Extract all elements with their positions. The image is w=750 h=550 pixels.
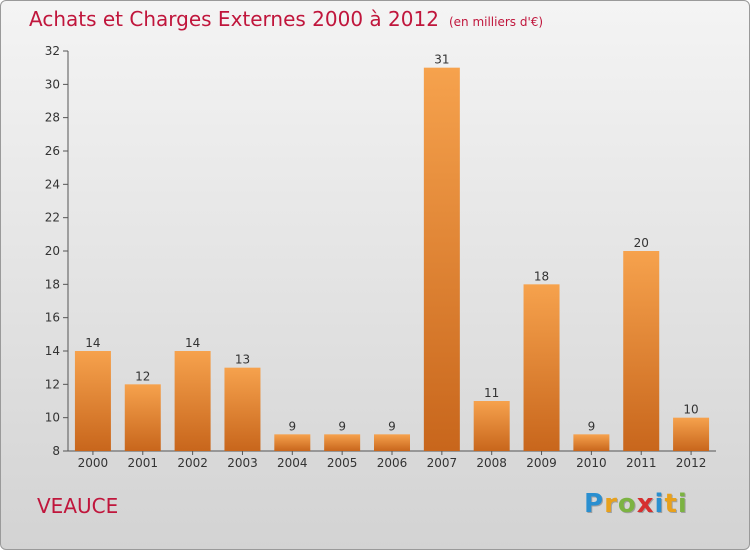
data-label-2005: 9 (338, 419, 346, 433)
x-tick-label-2005: 2005 (327, 456, 358, 470)
x-tick-label-2007: 2007 (427, 456, 458, 470)
data-label-2007: 31 (434, 53, 449, 67)
y-tick-label: 28 (45, 111, 60, 125)
x-tick-label-2001: 2001 (127, 456, 158, 470)
logo-letter-2: o (617, 489, 637, 519)
x-tick-label-2008: 2008 (476, 456, 507, 470)
x-tick-label-2010: 2010 (576, 456, 607, 470)
bar-2009 (523, 284, 560, 451)
bar-2006 (374, 434, 410, 451)
bar-2010 (573, 434, 610, 451)
y-tick-label: 8 (52, 444, 60, 458)
y-tick-label: 24 (45, 177, 60, 191)
bar-2002 (174, 351, 211, 451)
bar-2004 (274, 434, 311, 451)
chart-title: Achats et Charges Externes 2000 à 2012 (e… (29, 7, 543, 31)
data-label-2003: 13 (235, 353, 250, 367)
chart-subtitle: (en milliers d'€) (448, 15, 544, 29)
x-tick-label-2011: 2011 (626, 456, 657, 470)
x-tick-label-2000: 2000 (78, 456, 109, 470)
data-label-2010: 9 (588, 419, 596, 433)
logo-letter-3: x (636, 489, 655, 519)
bar-2008 (473, 401, 510, 451)
bar-2007 (423, 67, 460, 452)
y-tick-label: 10 (45, 411, 60, 425)
y-tick-label: 16 (45, 311, 60, 325)
chart-title-text: Achats et Charges Externes 2000 à 2012 (29, 7, 439, 31)
data-label-2009: 18 (534, 269, 549, 283)
bar-2001 (124, 384, 161, 451)
data-label-2011: 20 (634, 236, 649, 250)
x-tick-label-2009: 2009 (526, 456, 557, 470)
bar-2003 (224, 367, 261, 451)
y-tick-label: 18 (45, 277, 60, 291)
logo-letter-5: t (664, 489, 678, 519)
y-tick-label: 32 (45, 44, 60, 58)
logo-letter-0: P (584, 489, 605, 519)
data-label-2001: 12 (135, 369, 150, 383)
y-tick-label: 30 (45, 77, 60, 91)
town-name: VEAUCE (37, 494, 119, 518)
x-tick-label-2002: 2002 (177, 456, 208, 470)
y-tick-label: 20 (45, 244, 60, 258)
x-tick-label-2012: 2012 (676, 456, 707, 470)
proxiti-logo[interactable]: Proxiti (584, 489, 688, 519)
data-label-2006: 9 (388, 419, 396, 433)
logo-letter-1: r (604, 489, 618, 519)
logo-letter-4: i (654, 489, 665, 519)
data-label-2000: 14 (85, 336, 100, 350)
bar-2012 (673, 417, 710, 451)
y-tick-label: 26 (45, 144, 60, 158)
x-tick-label-2003: 2003 (227, 456, 258, 470)
y-tick-label: 12 (45, 377, 60, 391)
y-tick-label: 22 (45, 211, 60, 225)
data-label-2002: 14 (185, 336, 200, 350)
y-tick-label: 14 (45, 344, 60, 358)
data-label-2012: 10 (683, 403, 698, 417)
data-label-2008: 11 (484, 386, 499, 400)
bar-2000 (74, 351, 111, 451)
data-label-2004: 9 (288, 419, 296, 433)
x-tick-label-2004: 2004 (277, 456, 308, 470)
bar-2011 (623, 251, 660, 451)
x-tick-label-2006: 2006 (377, 456, 408, 470)
logo-letter-6: i (677, 489, 688, 519)
bar-2005 (324, 434, 361, 451)
